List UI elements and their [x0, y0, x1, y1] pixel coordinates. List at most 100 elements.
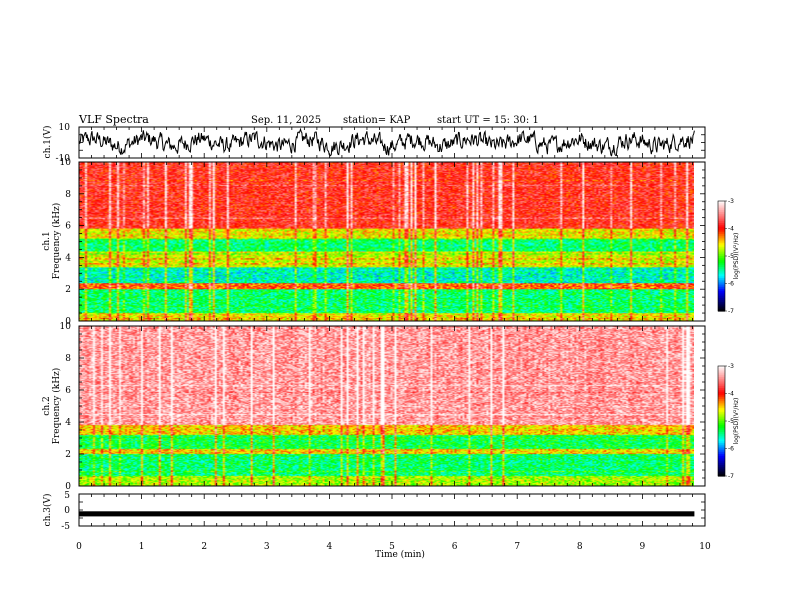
ch3-waveform-frame	[78, 493, 706, 527]
colorbar-segment	[718, 472, 725, 475]
colorbar-segment	[718, 466, 725, 470]
colorbar-tick-label: -5	[728, 253, 734, 260]
colorbar-segment	[718, 380, 725, 384]
colorbar-segment	[718, 268, 725, 272]
colorbar-segment	[718, 388, 725, 391]
colorbar-segment	[718, 248, 725, 252]
colorbar-segment	[718, 290, 725, 294]
colorbar-segment	[718, 422, 725, 426]
time-axis-tick-label: 7	[514, 542, 520, 552]
ch1-ytick-bottom: -10	[56, 154, 71, 164]
colorbar-segment	[718, 397, 725, 400]
colorbar-segment	[718, 252, 725, 255]
colorbar-segment	[718, 419, 725, 422]
colorbar-segment	[718, 221, 725, 224]
colorbar-segment	[718, 448, 725, 451]
colorbar-segment	[718, 256, 725, 259]
colorbar-segment	[718, 267, 725, 270]
colorbar-segment	[718, 281, 725, 285]
colorbar-segment	[718, 441, 725, 444]
colorbar-segment	[718, 230, 725, 233]
time-axis-tick-label: 1	[139, 542, 145, 552]
colorbar-segment	[718, 408, 725, 411]
colorbar-segment	[718, 213, 725, 217]
time-axis-tick-label: 2	[201, 542, 207, 552]
colorbar-segment	[718, 386, 725, 389]
ch1-ylabel: ch.1(V)	[42, 126, 53, 159]
colorbar-segment	[718, 294, 725, 297]
ch1-spectrogram-ytick-labels: 0 2 4 6 8 10	[60, 158, 72, 327]
colorbar-segment	[718, 276, 725, 279]
colorbar-segment	[718, 270, 725, 274]
colorbar-segment	[718, 399, 725, 402]
colorbar-segment	[718, 465, 725, 468]
ch1-spectrogram-panel: 0 2 4 6 8 10 ch.1 Frequency (kHz)	[42, 158, 706, 327]
colorbar-tick-label: -4	[728, 226, 734, 233]
colorbar-segment	[718, 217, 725, 220]
ch1-colorbar: -3 -4 -5 -6 -7 log(PSD)(V²/Hz)	[717, 198, 740, 315]
colorbar-segment	[718, 212, 725, 215]
colorbar-tick-label: -6	[728, 446, 734, 453]
colorbar-segment	[718, 384, 725, 387]
colorbar-segment	[718, 393, 725, 396]
frequency-tick-label: 10	[60, 322, 72, 332]
colorbar-segment	[718, 210, 725, 213]
colorbar-segment	[718, 457, 725, 461]
ch1-waveform-line	[78, 127, 695, 157]
time-axis-tick-label: 10	[699, 542, 711, 552]
time-axis-tick-label: 6	[452, 542, 458, 552]
colorbar-tick-label: -4	[728, 391, 734, 398]
colorbar-tick-label: -5	[728, 418, 734, 425]
colorbar-segment	[718, 246, 725, 250]
frequency-tick-label: 6	[65, 222, 71, 232]
colorbar-segment	[718, 285, 725, 288]
time-axis-tick-labels: 0 1 2 3 4 5 6 7 8 9 10	[76, 542, 711, 552]
colorbar-label: log(PSD)(V²/Hz)	[733, 233, 740, 280]
colorbar-segment	[718, 204, 725, 208]
figure-title: VLF Spectra	[78, 113, 149, 126]
colorbar-segment	[718, 443, 725, 446]
colorbar-segment	[718, 226, 725, 230]
colorbar-segment	[718, 411, 725, 415]
colorbar-segment	[718, 223, 725, 226]
colorbar-segment	[718, 461, 725, 464]
colorbar-segment	[718, 301, 725, 305]
colorbar-tick-label: -7	[728, 308, 734, 315]
colorbar-segment	[718, 375, 725, 378]
ch1-ytick-top: 10	[59, 123, 71, 133]
colorbar-segment	[718, 237, 725, 241]
colorbar-segment	[718, 206, 725, 209]
colorbar-segment	[718, 241, 725, 244]
ch3-ytick-middle: 0	[64, 506, 70, 516]
colorbar-segment	[718, 283, 725, 286]
colorbar-segment	[718, 298, 725, 301]
time-axis-tick-label: 9	[640, 542, 646, 552]
colorbar-segment	[718, 257, 725, 261]
colorbar-segment	[718, 389, 725, 393]
frequency-tick-label: 8	[65, 354, 71, 364]
colorbar-segment	[718, 468, 725, 472]
colorbar-segment	[718, 421, 725, 424]
colorbar-segment	[718, 259, 725, 263]
colorbar-segment	[718, 428, 725, 431]
colorbar-segment	[718, 245, 725, 248]
colorbar-segment	[718, 444, 725, 448]
frequency-tick-label: 2	[65, 450, 71, 460]
start-time-label: start UT = 15: 30: 1	[437, 115, 539, 126]
ch1-spectrogram-ylabel-channel: ch.1	[42, 231, 52, 250]
frequency-tick-label: 8	[65, 190, 71, 200]
colorbar-segment	[718, 432, 725, 435]
colorbar-segment	[718, 263, 725, 266]
colorbar-segment	[718, 219, 725, 222]
frequency-tick-label: 6	[65, 386, 71, 396]
colorbar-segment	[718, 369, 725, 373]
colorbar-segment	[718, 250, 725, 253]
colorbar-tick-label: -3	[728, 363, 734, 370]
colorbar-segment	[718, 289, 725, 292]
colorbar-segment	[718, 391, 725, 395]
colorbar-segment	[718, 459, 725, 462]
time-axis-tick-label: 8	[577, 542, 583, 552]
colorbar-segment	[718, 433, 725, 437]
frequency-tick-label: 4	[65, 253, 71, 263]
colorbar-label: log(PSD)(V²/Hz)	[733, 398, 740, 445]
